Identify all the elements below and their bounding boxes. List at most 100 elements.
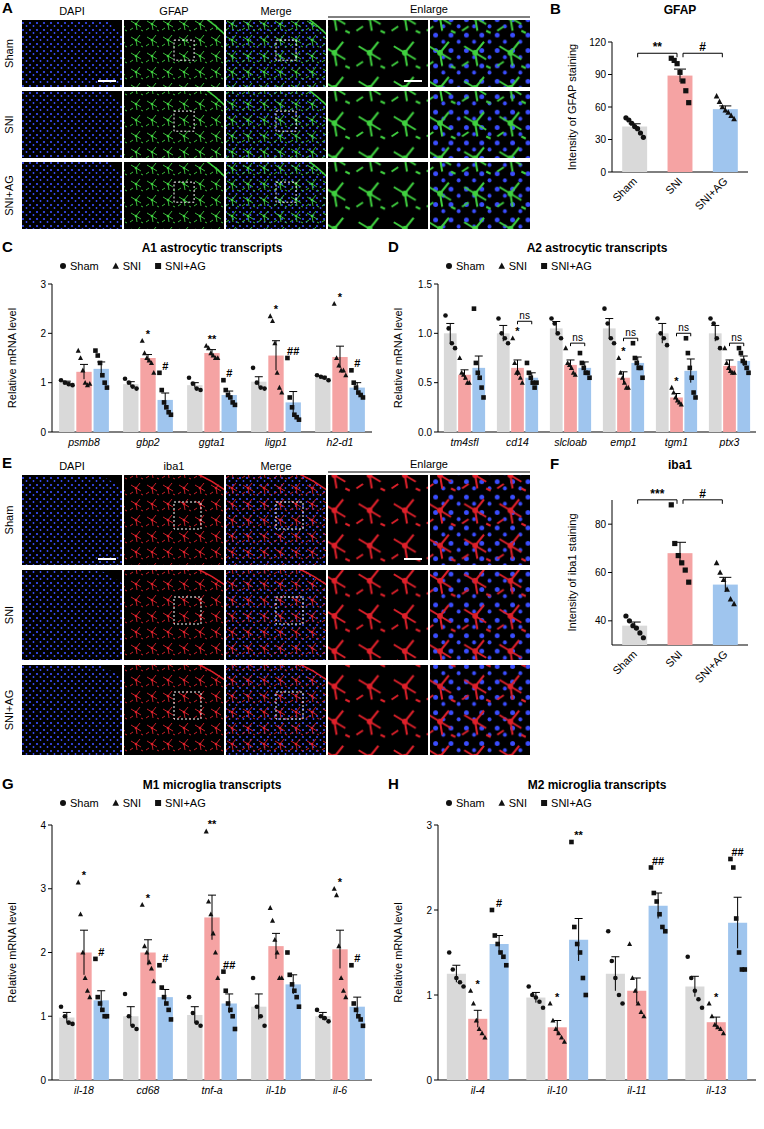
data-point xyxy=(641,635,646,640)
data-point xyxy=(85,988,90,993)
zoom-box xyxy=(276,111,296,131)
significance: ns xyxy=(572,332,583,343)
plot-marks xyxy=(59,829,366,1080)
error-bar xyxy=(475,356,483,380)
data-point xyxy=(683,567,688,572)
data-point xyxy=(633,356,638,361)
significance: ns xyxy=(678,322,689,333)
data-point xyxy=(612,341,617,346)
error-bar xyxy=(80,930,88,975)
tick-label: 1 xyxy=(40,1011,46,1022)
data-point xyxy=(499,331,504,336)
header-rule xyxy=(328,472,530,473)
y-tick xyxy=(434,1080,438,1081)
significance: ## xyxy=(287,345,299,357)
y-tick xyxy=(608,524,612,525)
data-point xyxy=(676,553,681,558)
data-point xyxy=(605,321,610,326)
data-point xyxy=(553,1026,558,1031)
y-tick xyxy=(608,139,612,140)
data-point xyxy=(578,351,583,356)
y-tick xyxy=(48,888,52,889)
data-point xyxy=(638,130,643,135)
category-label: gbp2 xyxy=(136,436,160,448)
data-point xyxy=(194,1020,199,1025)
data-point xyxy=(526,984,531,989)
data-point xyxy=(602,306,607,311)
axis-title: Relative mRNA level xyxy=(392,308,404,408)
tissue-edge xyxy=(226,20,326,87)
significance: ns xyxy=(625,327,636,338)
data-point xyxy=(336,943,341,948)
tick-label: 40 xyxy=(595,615,607,626)
data-point xyxy=(742,967,747,972)
error-bar xyxy=(225,994,233,1013)
tissue-edge xyxy=(124,20,224,87)
data-point xyxy=(679,402,684,407)
comparison-bracket xyxy=(730,343,744,346)
tissue xyxy=(22,91,122,158)
data-point xyxy=(501,954,506,959)
y-tick xyxy=(608,620,612,621)
data-point xyxy=(319,374,324,379)
data-point xyxy=(211,931,216,936)
error-cap xyxy=(144,939,152,940)
data-point xyxy=(731,865,736,870)
data-point xyxy=(717,98,723,103)
bar xyxy=(76,372,91,432)
significance: * xyxy=(621,345,626,357)
micrograph xyxy=(430,665,530,755)
data-point xyxy=(268,313,273,318)
legend-marker xyxy=(112,262,119,268)
data-point xyxy=(262,1024,267,1029)
header-rule xyxy=(328,17,530,18)
data-point xyxy=(149,360,154,365)
data-point xyxy=(443,313,448,318)
significance: # xyxy=(162,952,168,964)
micrograph xyxy=(328,475,428,565)
error-bar xyxy=(495,936,503,953)
zoom-box xyxy=(174,597,201,624)
data-point xyxy=(187,995,192,1000)
data-point xyxy=(228,395,233,400)
data-point xyxy=(498,950,503,955)
data-point xyxy=(630,975,635,980)
error-cap xyxy=(734,897,742,898)
category-label: il-13 xyxy=(706,1084,726,1096)
error-cap xyxy=(575,918,583,919)
data-point xyxy=(332,886,337,891)
data-point xyxy=(162,995,167,1000)
data-point xyxy=(480,1030,485,1035)
bar xyxy=(123,1016,138,1080)
data-point xyxy=(467,380,472,385)
error-cap xyxy=(289,391,297,392)
significance: *** xyxy=(650,487,664,501)
data-point xyxy=(734,916,739,921)
error-stem xyxy=(477,1010,478,1027)
data-point xyxy=(672,541,677,546)
error-stem xyxy=(694,976,695,996)
error-cap xyxy=(127,1006,135,1007)
image-ground xyxy=(430,570,530,660)
data-point xyxy=(292,988,297,993)
category-label: ggta1 xyxy=(199,436,225,448)
data-point xyxy=(95,353,100,358)
micrograph xyxy=(430,20,530,87)
plot-marks xyxy=(59,301,366,432)
data-point xyxy=(683,88,688,93)
tick-label: 120 xyxy=(589,37,606,48)
data-point xyxy=(693,395,698,400)
tissue-edge xyxy=(124,162,224,229)
data-point xyxy=(87,381,92,386)
significance: ** xyxy=(208,818,217,830)
data-point xyxy=(140,338,145,343)
zoom-box xyxy=(174,692,201,719)
zoom-box xyxy=(276,182,296,202)
data-point xyxy=(134,1027,139,1032)
y-tick xyxy=(48,333,52,334)
tissue xyxy=(226,475,326,565)
data-point xyxy=(164,405,169,410)
error-cap xyxy=(208,895,216,896)
data-point xyxy=(537,1000,542,1005)
bar xyxy=(709,333,722,432)
